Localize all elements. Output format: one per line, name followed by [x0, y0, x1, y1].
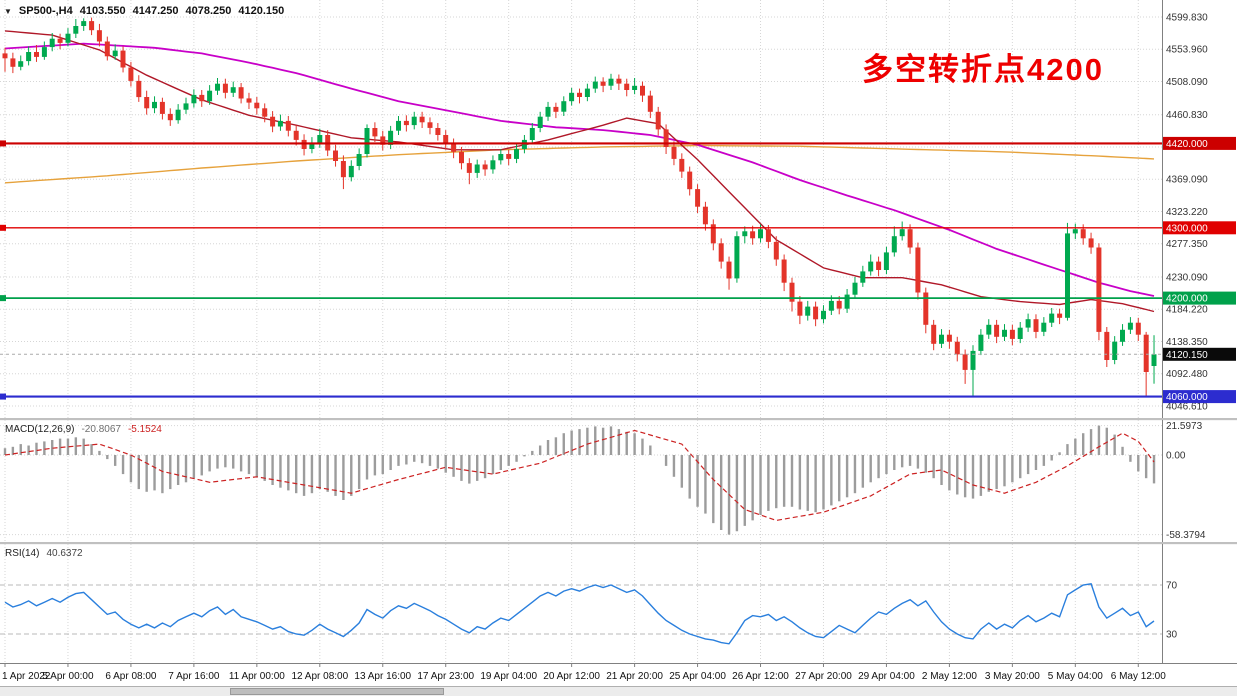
panel-separator-macd[interactable]	[0, 418, 1237, 421]
svg-text:4120.150: 4120.150	[1166, 350, 1208, 361]
time-label: 2 May 12:00	[922, 671, 977, 682]
svg-text:4508.090: 4508.090	[1166, 77, 1208, 88]
svg-text:4323.220: 4323.220	[1166, 207, 1208, 218]
ma-slow-orange	[4, 144, 1155, 184]
candles	[2, 17, 1157, 397]
price-tag-4300.000	[1163, 221, 1236, 235]
time-label: 20 Apr 12:00	[543, 671, 600, 682]
ohlc-low-value: 4078.250	[185, 5, 232, 17]
hline-left-marker	[0, 140, 6, 147]
time-label: 17 Apr 23:00	[417, 671, 474, 682]
svg-text:4138.350: 4138.350	[1166, 337, 1208, 348]
svg-text:30: 30	[1166, 630, 1178, 641]
chart-annotation: 多空转折点4200	[862, 52, 1104, 87]
ma-mid-magenta	[4, 42, 1155, 297]
main-gridlines	[0, 0, 1162, 418]
rsi-chart-canvas[interactable]: 70 30	[0, 544, 1237, 663]
scrollbar-thumb[interactable]	[230, 688, 444, 695]
time-label: 26 Apr 12:00	[732, 671, 789, 682]
svg-text:4553.960: 4553.960	[1166, 45, 1208, 56]
time-label: 19 Apr 04:00	[480, 671, 537, 682]
hline-left-marker	[0, 295, 6, 302]
macd-title: MACD(12,26,9)	[5, 424, 75, 435]
svg-text:0.00: 0.00	[1166, 451, 1186, 462]
symbol-timeframe-label: SP500-,H4	[18, 5, 73, 17]
svg-text:-58.3794: -58.3794	[1166, 530, 1206, 541]
macd-signal-value: -5.1524	[127, 424, 162, 435]
macd-signal-line	[4, 429, 1155, 522]
time-label: 6 May 12:00	[1111, 671, 1166, 682]
svg-text:4184.220: 4184.220	[1166, 305, 1208, 316]
horizontal-scrollbar[interactable]	[0, 686, 1237, 696]
ohlc-close-value: 4120.150	[238, 5, 285, 17]
svg-text:4277.350: 4277.350	[1166, 239, 1208, 250]
macd-chart-canvas[interactable]: 21.5973 0.00 -58.3794	[0, 420, 1237, 542]
time-label: 13 Apr 16:00	[354, 671, 411, 682]
svg-text:4230.090: 4230.090	[1166, 273, 1208, 284]
time-label: 5 Apr 00:00	[42, 671, 94, 682]
svg-text:4200.000: 4200.000	[1166, 294, 1208, 305]
price-tag-4060.000	[1163, 390, 1236, 404]
svg-text:4369.090: 4369.090	[1166, 175, 1208, 186]
svg-text:70: 70	[1166, 581, 1178, 592]
time-label: 1 Apr 2022	[2, 671, 51, 682]
time-label: 5 May 04:00	[1048, 671, 1103, 682]
time-label: 3 May 20:00	[985, 671, 1040, 682]
ohlc-open-value: 4103.550	[79, 5, 126, 17]
hline-left-marker	[0, 393, 6, 400]
svg-text:4599.830: 4599.830	[1166, 13, 1208, 24]
main-chart-canvas[interactable]: 4599.830 4553.960 4508.090 4460.830 4369.090…	[0, 0, 1237, 419]
price-axis: 4599.830 4553.960 4508.090 4460.830 4369.090…	[1163, 13, 1236, 413]
time-label: 6 Apr 08:00	[105, 671, 157, 682]
rsi-title: RSI(14)	[5, 548, 40, 559]
symbol-dropdown-icon[interactable]: ▼	[4, 6, 12, 16]
hline-left-marker	[0, 224, 6, 231]
time-label: 11 Apr 00:00	[229, 671, 285, 682]
svg-text:4300.000: 4300.000	[1166, 223, 1208, 234]
chart-header: ▼ SP500-,H4 4103.550 4147.250 4078.250 4…	[4, 5, 284, 17]
macd-histogram	[3, 425, 1156, 535]
rsi-indicator-label: RSI(14) 40.6372	[5, 548, 83, 559]
ma-fast-darkred	[4, 30, 1155, 313]
current-price-tag	[1163, 347, 1236, 361]
svg-text:4046.610: 4046.610	[1166, 402, 1208, 413]
macd-main-value: -20.8067	[81, 424, 121, 435]
rsi-line	[4, 583, 1155, 645]
time-label: 29 Apr 04:00	[858, 671, 915, 682]
time-label: 7 Apr 16:00	[168, 671, 220, 682]
price-tag-4420.000	[1163, 136, 1236, 150]
svg-text:4420.000: 4420.000	[1166, 139, 1208, 150]
moving-averages	[4, 30, 1155, 313]
time-label: 12 Apr 08:00	[291, 671, 348, 682]
price-tag-4200.000	[1163, 291, 1236, 305]
time-label: 25 Apr 04:00	[669, 671, 726, 682]
svg-text:21.5973: 21.5973	[1166, 421, 1203, 432]
time-label: 21 Apr 20:00	[606, 671, 663, 682]
svg-text:4460.830: 4460.830	[1166, 110, 1208, 121]
macd-indicator-label: MACD(12,26,9) -20.8067 -5.1524	[5, 424, 162, 435]
panel-separator-rsi[interactable]	[0, 542, 1237, 545]
time-label: 27 Apr 20:00	[795, 671, 852, 682]
rsi-value: 40.6372	[46, 548, 83, 559]
svg-text:4092.480: 4092.480	[1166, 369, 1208, 380]
svg-text:4060.000: 4060.000	[1166, 392, 1208, 403]
ohlc-high-value: 4147.250	[132, 5, 179, 17]
